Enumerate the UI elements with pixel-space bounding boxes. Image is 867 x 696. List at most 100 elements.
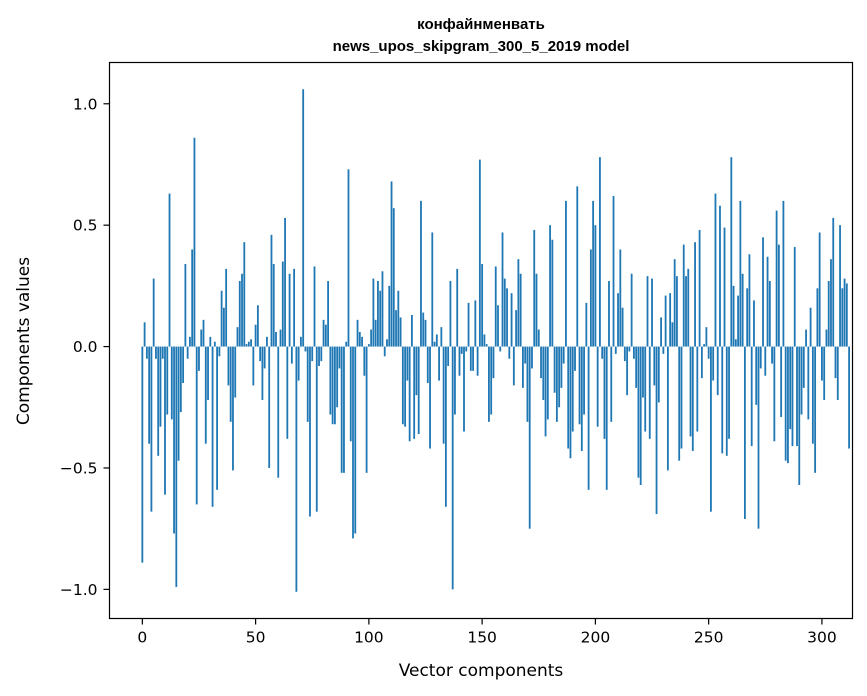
bar [435,334,438,347]
bar [277,346,280,478]
bar [229,346,232,422]
bar [685,276,687,347]
bar [533,230,536,347]
bar [784,346,787,461]
bar [644,346,647,432]
bar [481,264,484,347]
bar [408,346,411,442]
bar [159,346,162,427]
bar [189,336,191,347]
bar [540,346,542,379]
bar [621,307,624,347]
bar [433,341,436,347]
bar [392,208,395,347]
bar [195,346,198,505]
x-axis-ticks: 0 50 100 150 200 250 300 [137,618,837,647]
bar [297,346,300,381]
bar [340,346,343,473]
bar [628,346,631,352]
bar [200,329,203,347]
bar [671,322,674,347]
bar [637,346,640,478]
bar [252,346,255,386]
bar [250,339,252,347]
bar [791,346,794,447]
bar [327,281,329,347]
bar [309,346,311,517]
bar [349,346,352,442]
bar [388,285,391,347]
bar [546,346,549,420]
bar [780,346,783,417]
bar [596,346,599,427]
bar [155,346,157,359]
bar [592,200,595,347]
bar [836,346,839,400]
bar [601,346,604,359]
bar [710,346,712,512]
bar [678,346,681,461]
bar [610,346,613,422]
bar [694,242,696,347]
bar [406,346,409,381]
bar [660,317,662,347]
x-tick-label: 250 [694,629,724,647]
bar [515,310,518,347]
bar [497,305,499,347]
bar [508,346,511,359]
bar [193,137,196,347]
bar [383,346,386,357]
bar [560,346,563,388]
bar [755,346,758,405]
bar [247,341,250,347]
bar [777,244,780,347]
bar [821,346,823,381]
bar [766,256,769,347]
bar [583,346,585,415]
bar [562,346,565,364]
bar [415,346,418,396]
bar [331,346,334,425]
bar [750,346,753,447]
bar [700,346,703,379]
bar [474,300,477,347]
bar [494,266,497,347]
bar [782,200,785,347]
bar [220,290,223,347]
bar [748,254,751,347]
bar [571,346,574,432]
bar [304,346,307,352]
y-tick-label: −0.5 [60,459,98,477]
bar [358,332,361,347]
bar [157,346,160,456]
bar [449,281,452,347]
bar [202,319,205,347]
bar [524,346,527,364]
bar [454,346,456,415]
bar [404,346,407,427]
x-tick-label: 0 [137,629,147,647]
bar [827,281,830,347]
bar [503,278,506,347]
bar [814,346,817,473]
bar [805,329,807,347]
bar [478,159,481,347]
bar [148,346,151,444]
bar [281,261,284,347]
y-tick-label: −1.0 [60,581,98,599]
bar [302,89,305,347]
bar [764,346,767,376]
bar [558,346,561,408]
bar [802,346,805,388]
bar [399,317,402,347]
bar [315,346,318,512]
bar [152,278,155,347]
bar [816,288,819,347]
bar [768,281,771,347]
bar [290,346,293,364]
bar [390,181,393,347]
bar [655,346,658,515]
bar [444,346,447,507]
bar [451,346,454,590]
